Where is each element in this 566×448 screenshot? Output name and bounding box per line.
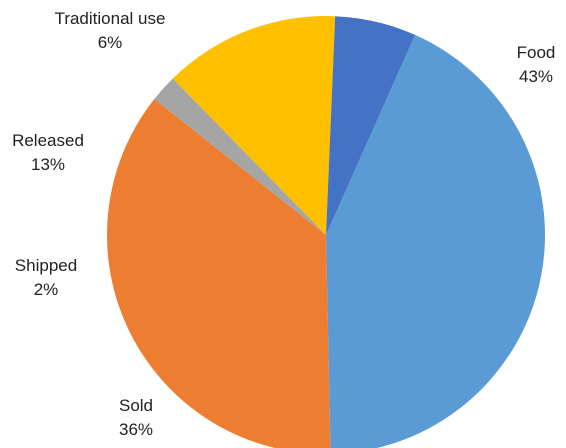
pie-slice-released: [172, 15, 336, 235]
slice-category-label: Food: [517, 43, 556, 62]
slice-percent-label: 2%: [34, 280, 59, 299]
slice-label-shipped: Shipped 2%: [15, 256, 77, 299]
pie-slice-shipped: [154, 78, 326, 235]
slice-percent-label: 43%: [519, 67, 553, 86]
slice-category-label: Traditional use: [55, 9, 166, 28]
slice-label-released: Released 13%: [12, 131, 84, 174]
pie-slice-food: [326, 34, 545, 448]
slice-label-traditional-use: Traditional use 6%: [55, 9, 166, 52]
slice-category-label: Shipped: [15, 256, 77, 275]
pie-slice-sold: [107, 98, 331, 448]
slice-label-food: Food 43%: [517, 43, 556, 86]
slice-category-label: Released: [12, 131, 84, 150]
slice-percent-label: 6%: [98, 33, 123, 52]
pie-slices: [107, 15, 545, 448]
slice-percent-label: 13%: [31, 155, 65, 174]
slice-percent-label: 36%: [119, 420, 153, 439]
pie-slice-traditional-use: [326, 16, 416, 235]
slice-label-sold: Sold 36%: [119, 396, 153, 439]
slice-category-label: Sold: [119, 396, 153, 415]
pie-labels: Food 43% Sold 36% Shipped 2% Released 13% Tradit…: [12, 9, 555, 439]
